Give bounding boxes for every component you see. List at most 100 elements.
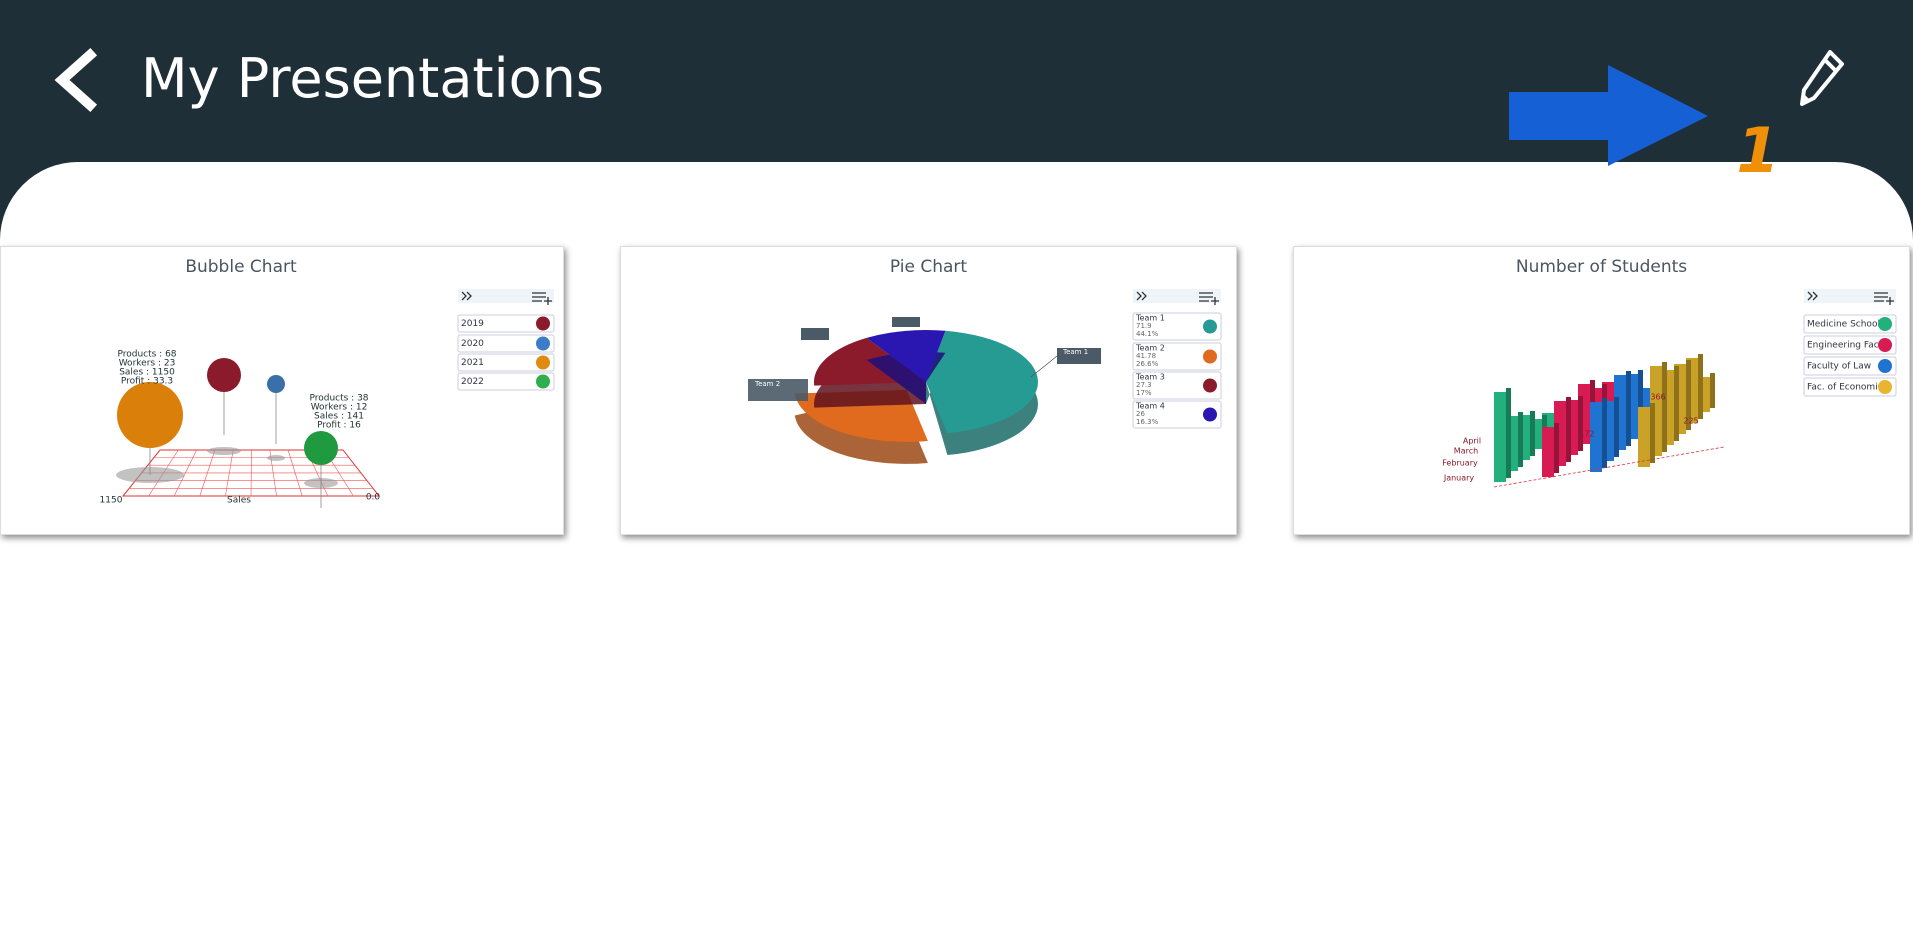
- legend-text: Team 2: [1135, 344, 1165, 353]
- legend-row: [1803, 314, 1897, 334]
- bar-side: [1530, 411, 1535, 456]
- bar-side: [1638, 370, 1643, 435]
- annotation-arrow: [1509, 65, 1708, 166]
- callout: [1057, 348, 1101, 364]
- leader: [1030, 355, 1058, 378]
- bar-side: [1674, 366, 1679, 441]
- legend-swatch: [1878, 338, 1892, 352]
- shadow: [267, 455, 285, 461]
- legend-icons: [461, 291, 552, 305]
- legend-row: [1132, 400, 1222, 429]
- legend-swatch: [536, 316, 550, 331]
- legend-text: 2019: [461, 319, 484, 329]
- chart-label: April: [1463, 437, 1481, 446]
- shadow: [207, 447, 241, 455]
- bubble: [267, 375, 285, 393]
- chart-label: Team 2: [754, 380, 780, 388]
- legend-row: [1803, 377, 1897, 397]
- bar: [1638, 407, 1650, 467]
- legend-swatch: [536, 355, 550, 370]
- legend-icons: [1807, 291, 1894, 305]
- chart-label: March: [1454, 447, 1478, 456]
- axis: [1493, 446, 1725, 488]
- presentation-card[interactable]: Pie Chart Team 1 71.9 44.1% Team 2 41.78 26.6%…: [620, 246, 1237, 535]
- legend-row: [1803, 356, 1897, 376]
- legend-row: [457, 372, 555, 391]
- edit-button[interactable]: [1800, 50, 1844, 106]
- legend-header: [458, 289, 554, 303]
- callout: [892, 317, 920, 327]
- legend-row: [457, 314, 555, 333]
- legend-text: 16.3%: [1136, 418, 1159, 426]
- legend-swatch: [536, 374, 550, 389]
- page-title: My Presentations: [141, 47, 604, 110]
- bubble: [117, 382, 183, 448]
- legend-text: 2020: [461, 339, 484, 349]
- legend-icons: [1136, 291, 1219, 305]
- pie-slice: [926, 330, 1039, 434]
- chart-label: 0.0: [366, 493, 381, 503]
- legend-text: Fac. of Economic: [1807, 383, 1883, 393]
- legend-row: [1132, 312, 1222, 341]
- chart-label: January: [1443, 474, 1475, 483]
- thumbnail: Number of Students Medicine School Enginee…: [1442, 257, 1897, 488]
- legend-row: [457, 353, 555, 372]
- callout: [748, 379, 808, 401]
- legend-text: 27.3: [1136, 381, 1152, 389]
- bar-side: [1614, 397, 1619, 457]
- annotation-step: 1: [1736, 114, 1779, 187]
- thumbnail: Bubble Chart 2019 2020 2021 2022 Products : 6…: [100, 257, 555, 508]
- chart-label: Workers : 12: [311, 403, 368, 413]
- callout: [801, 328, 829, 340]
- legend-text: Medicine School: [1807, 320, 1880, 330]
- chart-label: Products : 68: [117, 350, 176, 360]
- legend-swatch: [1203, 349, 1217, 364]
- bar-side: [1566, 397, 1571, 462]
- legend-row: [457, 334, 555, 353]
- legend-text: 44.1%: [1136, 330, 1159, 338]
- bar-side: [1578, 396, 1583, 451]
- bar-side: [1650, 403, 1655, 463]
- card-title: Number of Students: [1516, 257, 1687, 277]
- chart-label: Sales : 1150: [119, 368, 175, 378]
- chart-label: 366: [1650, 393, 1665, 402]
- grid-line: [287, 449, 303, 497]
- legend-row: [1132, 342, 1222, 371]
- chart-label: Sales : 141: [314, 412, 364, 422]
- bar-side: [1602, 398, 1607, 468]
- legend-swatch: [1203, 319, 1217, 334]
- legend-text: Engineering Fac.: [1807, 341, 1882, 351]
- legend-row: [1132, 371, 1222, 400]
- chart-label: 225: [1683, 417, 1698, 426]
- back-button[interactable]: [54, 47, 98, 113]
- legend-text: Team 4: [1135, 402, 1165, 411]
- chart-label: February: [1442, 459, 1478, 468]
- legend-swatch: [1203, 407, 1217, 422]
- legend-swatch: [1203, 378, 1217, 393]
- bar-side: [1710, 373, 1715, 408]
- legend-swatch: [1878, 317, 1892, 331]
- legend-text: Team 3: [1135, 373, 1165, 382]
- chart-label: 1150: [100, 496, 123, 506]
- bar-side: [1518, 412, 1523, 467]
- card-title: Pie Chart: [890, 257, 968, 277]
- presentation-card[interactable]: Bubble Chart 2019 2020 2021 2022 Products : 6…: [0, 246, 564, 535]
- presentation-card[interactable]: Number of Students Medicine School Enginee…: [1293, 246, 1910, 535]
- legend-text: 17%: [1136, 389, 1152, 397]
- bar-side: [1626, 371, 1631, 446]
- chart-label: Products : 38: [309, 394, 368, 404]
- bar-side: [1686, 360, 1691, 430]
- bar: [1494, 392, 1506, 482]
- card-title: Bubble Chart: [185, 257, 297, 277]
- legend-text: Faculty of Law: [1807, 362, 1871, 372]
- legend-text: 2021: [461, 358, 484, 368]
- bar: [1542, 427, 1554, 477]
- legend-swatch: [536, 336, 550, 351]
- chart-label: Team 1: [1062, 348, 1088, 356]
- chart-label: Profit : 16: [317, 421, 361, 431]
- legend-text: 2022: [461, 377, 484, 387]
- legend-text: 71.9: [1136, 322, 1152, 330]
- chart-label: Sales: [227, 496, 251, 506]
